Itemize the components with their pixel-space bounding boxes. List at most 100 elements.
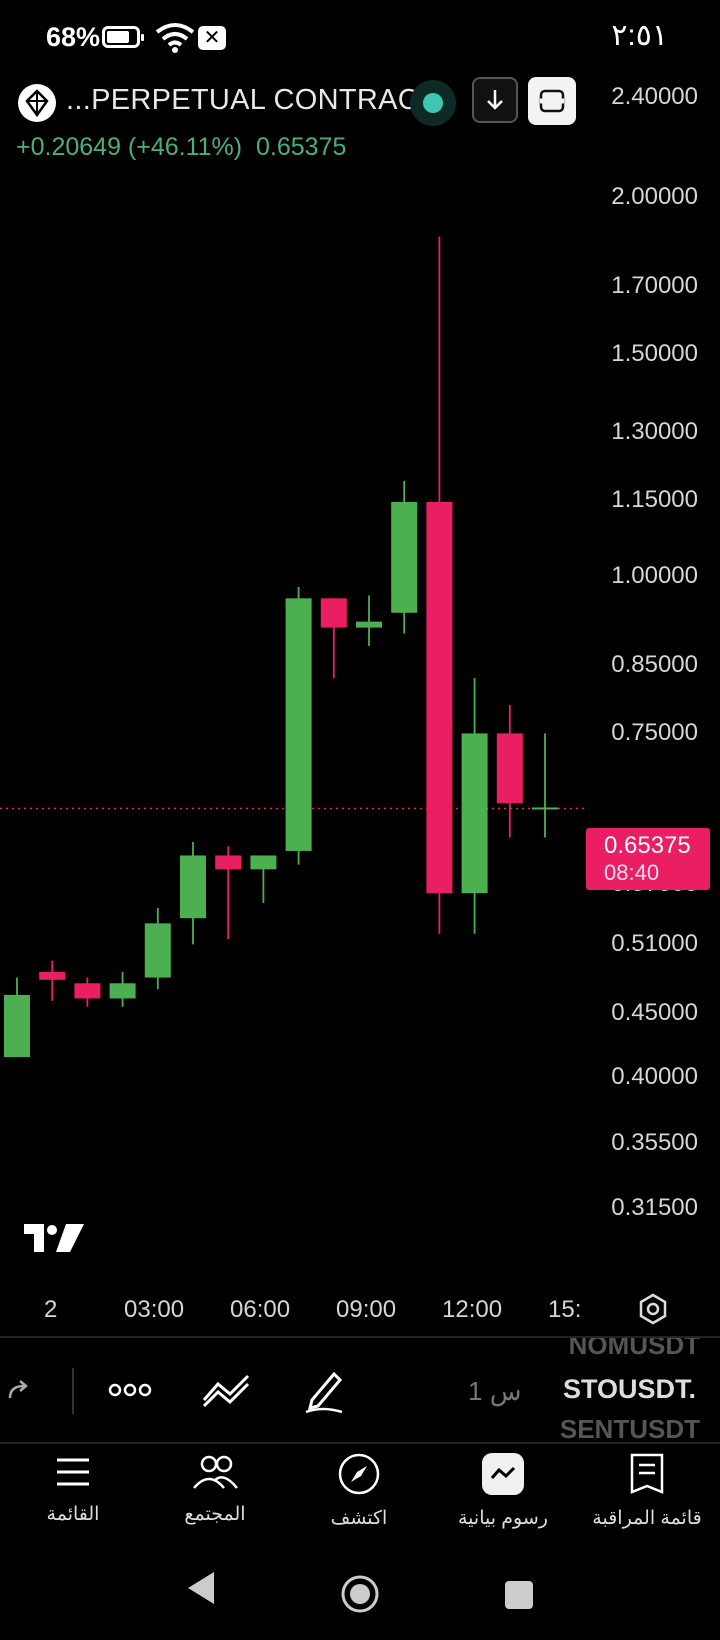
candle[interactable] [74,977,101,1007]
candle-body [496,733,523,804]
candle-body [215,855,242,870]
candle-body [532,807,558,810]
time-tick-label: 06:00 [230,1296,291,1323]
nav-watchlist[interactable]: قائمة المراقبة [582,1452,712,1530]
price-tick-label: 0.75000 [611,719,698,747]
candle[interactable] [356,595,382,646]
nav-community[interactable]: المجتمع [150,1452,280,1526]
candle-body [391,501,418,613]
price-tick-label: 0.40000 [611,1063,698,1091]
candle-body [320,598,347,628]
watchlist-icon [630,1453,664,1494]
candle[interactable] [426,236,453,934]
wifi-icon [155,23,195,53]
divider [0,1336,720,1338]
candle-body [250,855,277,870]
symbol-current[interactable]: STOUSDT. [562,1374,696,1404]
back-icon[interactable] [184,1568,218,1608]
fullscreen-button[interactable] [528,77,576,125]
home-icon[interactable] [340,1574,380,1614]
battery-icon [102,26,144,48]
nav-label: القائمة [46,1504,100,1525]
candle-body [144,923,171,978]
redo-icon[interactable] [4,1374,34,1404]
chart-icon [482,1453,524,1495]
live-indicator-icon [423,93,443,113]
candle[interactable] [391,480,418,634]
price-tick-label: 2.00000 [611,182,698,210]
candle[interactable] [285,587,312,865]
coin-logo-icon[interactable] [18,84,56,122]
candle-body [461,733,488,894]
time-tick-label: 15: [548,1296,582,1323]
nav-label: رسوم بيانية [458,1508,548,1529]
candle[interactable] [215,846,242,940]
symbol-next[interactable]: SENTUSDT [540,1418,700,1444]
price-tick-label: 0.51000 [611,930,698,958]
divider [0,1442,720,1444]
nav-label: قائمة المراقبة [592,1508,702,1529]
current-price-tag: 0.65375 08:40 [586,828,710,890]
nav-label: اكتشف [330,1508,388,1529]
candle-countdown: 08:40 [604,860,660,885]
time-axis: 2 03:00 06:00 09:00 12:00 15: [0,1296,586,1326]
candle[interactable] [109,971,136,1007]
indicators-icon[interactable] [200,1370,252,1410]
price-change: +0.20649 (+46.11%) [16,133,243,161]
interval-label[interactable]: 1 س [468,1376,522,1406]
candle[interactable] [320,598,347,678]
time-tick-label: 03:00 [124,1296,185,1323]
candle-body [4,994,30,1058]
download-button[interactable] [472,77,518,123]
menu-icon [57,1458,89,1486]
nav-charts[interactable]: رسوم بيانية [438,1452,568,1530]
nav-label: المجتمع [184,1504,246,1525]
symbol-prev[interactable]: NOMUSDT [540,1338,700,1378]
candlestick-chart[interactable] [0,160,586,1280]
fullscreen-icon [539,89,565,113]
candle[interactable] [532,733,558,838]
price-tick-label: 1.30000 [611,418,698,446]
compass-icon [338,1453,380,1495]
time-tick-label: 12:00 [442,1296,503,1323]
time-tick-label: 2 [44,1296,58,1323]
recents-icon[interactable] [504,1580,534,1610]
price-tick-label: 0.45000 [611,998,698,1026]
candle-body [74,983,101,999]
price-tick-label: 0.35500 [611,1128,698,1156]
candle[interactable] [180,841,206,945]
price-change-line: +0.20649 (+46.11%) 0.65375 [16,133,346,162]
status-bar: 68% ✕ ٢:٥١ [0,0,720,70]
price-tick-label: 1.00000 [611,562,698,589]
price-tick-label: 2.40000 [611,83,698,111]
chart-settings-icon[interactable] [636,1292,670,1326]
nav-explore[interactable]: اكتشف [294,1452,424,1530]
price-tick-label: 1.70000 [611,271,698,299]
candle[interactable] [250,855,277,904]
nav-menu[interactable]: القائمة [8,1452,138,1526]
price-tick-label: 1.15000 [611,485,698,513]
symbol-title[interactable]: ...PERPETUAL CONTRACT [66,84,437,116]
candle[interactable] [461,677,488,934]
download-icon [487,90,503,110]
price-tick-label: 0.31500 [611,1194,698,1221]
price-tick-label: 0.85000 [611,650,698,678]
more-icon[interactable] [108,1378,152,1402]
price-tick-label: 1.50000 [611,340,698,368]
draw-icon[interactable] [302,1366,346,1414]
symbol-item: SENTUSDT [559,1418,700,1444]
x-notification-icon: ✕ [198,26,226,50]
tradingview-logo-icon [24,1224,84,1252]
toolbar-separator [72,1368,74,1414]
candle[interactable] [496,704,523,838]
candle-body [285,598,312,851]
price-axis: 2.40000 2.00000 1.70000 1.50000 1.30000 1.150… [586,0,720,1280]
battery-percent: 68% [46,22,101,52]
candle-body [39,971,66,980]
candle[interactable] [144,908,171,990]
symbol-item: NOMUSDT [568,1338,700,1360]
candle-body [426,501,453,894]
candle[interactable] [39,960,66,1001]
community-icon [193,1455,238,1489]
candle[interactable] [4,977,30,1058]
